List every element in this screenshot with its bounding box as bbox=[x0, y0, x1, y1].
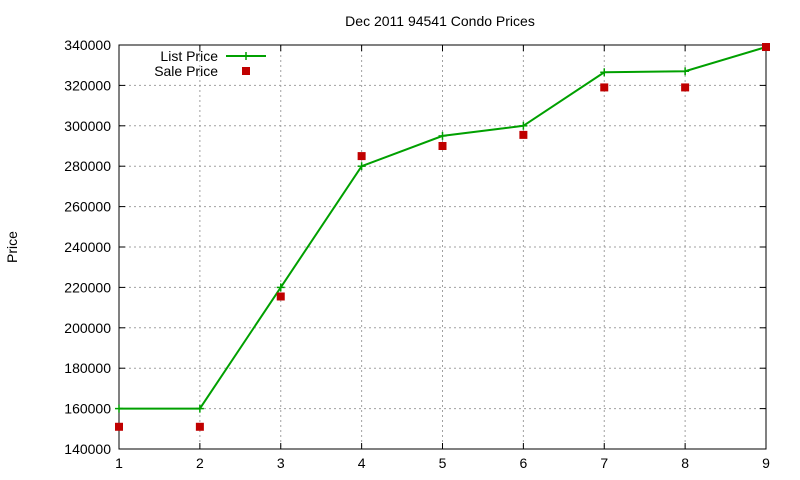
y-tick-label: 300000 bbox=[64, 118, 111, 134]
sale-price-point bbox=[438, 142, 447, 150]
plot-frame bbox=[118, 44, 767, 450]
y-tick-label: 260000 bbox=[64, 199, 111, 215]
y-tick-label: 340000 bbox=[64, 37, 111, 53]
list-price-point bbox=[438, 131, 447, 140]
x-tick-label: 5 bbox=[439, 455, 447, 471]
y-tick-label: 140000 bbox=[64, 441, 111, 457]
legend-swatch-square bbox=[242, 67, 250, 75]
legend-swatch-cross bbox=[242, 52, 250, 60]
chart-title: Dec 2011 94541 Condo Prices bbox=[345, 13, 535, 29]
sale-price-point bbox=[519, 130, 528, 139]
x-tick-label: 3 bbox=[277, 455, 285, 471]
y-axis-label: Price bbox=[4, 231, 20, 263]
x-tick-label: 8 bbox=[681, 455, 689, 471]
sale-price-point bbox=[762, 43, 770, 52]
x-tick-label: 4 bbox=[358, 455, 366, 471]
list-price-point bbox=[357, 162, 366, 171]
sale-price-point bbox=[115, 422, 123, 431]
list-price-point bbox=[195, 404, 204, 413]
list-price-point bbox=[600, 68, 609, 77]
series-layer bbox=[115, 43, 770, 431]
list-price-point bbox=[519, 121, 528, 130]
y-tick-label: 240000 bbox=[64, 239, 111, 255]
y-tick-label: 200000 bbox=[64, 320, 111, 336]
y-tick-label: 220000 bbox=[64, 279, 111, 295]
x-tick-label: 9 bbox=[762, 455, 770, 471]
sale-price-point bbox=[357, 152, 366, 161]
sale-price-point bbox=[600, 83, 609, 92]
x-tick-label: 7 bbox=[600, 455, 608, 471]
sale-price-point bbox=[195, 422, 204, 431]
legend-label: Sale Price bbox=[154, 63, 218, 79]
y-tick-label: 160000 bbox=[64, 401, 111, 417]
list-price-point bbox=[276, 283, 285, 292]
y-tick-label: 320000 bbox=[64, 77, 111, 93]
y-tick-label: 180000 bbox=[64, 360, 111, 376]
x-tick-label: 1 bbox=[115, 455, 123, 471]
grid-layer bbox=[119, 45, 766, 449]
list-price-point bbox=[681, 67, 690, 76]
x-tick-label: 6 bbox=[519, 455, 527, 471]
sale-price-point bbox=[681, 83, 690, 92]
y-tick-label: 280000 bbox=[64, 158, 111, 174]
sale-price-point bbox=[276, 292, 285, 301]
legend-label: List Price bbox=[160, 48, 218, 64]
list-price-point bbox=[115, 404, 123, 413]
x-tick-label: 2 bbox=[196, 455, 204, 471]
tick-layer: 140000 160000 180000 200000 220000 240000 2600… bbox=[64, 37, 770, 471]
